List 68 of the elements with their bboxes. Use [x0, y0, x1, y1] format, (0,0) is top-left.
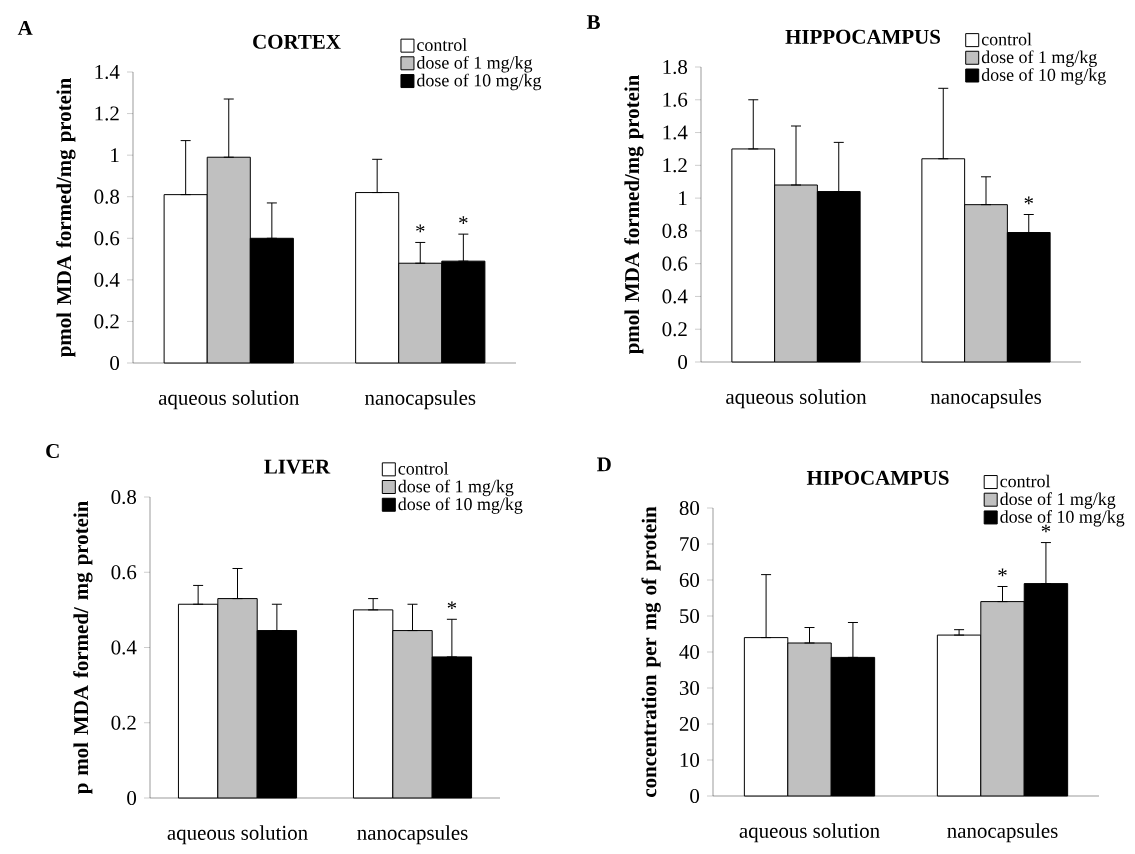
text: B — [586, 15, 600, 29]
y-tick-label: 1.8 — [663, 59, 688, 75]
y-tick-label: 40 — [679, 644, 700, 660]
y-tick-label: 10 — [680, 752, 700, 768]
annotation: * — [447, 601, 457, 610]
y-tick-label: 0.6 — [94, 231, 120, 246]
y-tick-label: 30 — [679, 680, 700, 696]
text: A — [17, 20, 33, 35]
y-tick-label: 70 — [680, 536, 700, 552]
y-tick-label: 0.8 — [94, 189, 120, 204]
legend-label: dose of 1 mg/kg — [981, 50, 1097, 67]
y-tick-label: 0 — [127, 790, 137, 806]
legend-label: dose of 10 mg/kg — [981, 68, 1106, 85]
y-tick-label: 20 — [679, 716, 700, 732]
chart-title: LIVER — [264, 459, 331, 474]
y-tick-label: 0.8 — [111, 489, 137, 505]
x-tick-label: nanocapsules — [947, 823, 1058, 843]
y-tick-label: 80 — [679, 500, 700, 516]
y-tick-label: 0.4 — [662, 289, 688, 304]
legend-label: control — [1000, 474, 1051, 488]
x-tick-label: aqueous solution — [726, 389, 867, 409]
legend-label: dose of 10 mg/kg — [417, 73, 542, 91]
text: C — [46, 443, 59, 459]
y-tick-label: 0 — [690, 788, 700, 804]
y-tick-label: 60 — [679, 572, 700, 588]
annotation: * — [459, 216, 468, 224]
x-tick-label: nanocapsules — [364, 390, 476, 410]
chart-title: HIPPOCAMPUS — [785, 29, 940, 44]
y-tick-label: 0.6 — [111, 565, 137, 580]
y-tick-label: 1.2 — [663, 158, 687, 173]
chart-title: HIPOCAMPUS — [806, 470, 949, 485]
y-tick-label: 0.2 — [662, 322, 687, 337]
y-tick-label: 1.6 — [663, 92, 688, 107]
text: D — [597, 457, 611, 472]
legend-label: control — [398, 462, 449, 475]
x-tick-label: aqueous solution — [167, 825, 308, 845]
x-tick-label: nanocapsules — [357, 825, 468, 845]
y-tick-label: 1 — [111, 148, 119, 163]
y-axis-title: pmol MDA formed/mg protein — [624, 74, 644, 355]
legend-label: control — [981, 32, 1032, 46]
legend-label: dose of 10 mg/kg — [398, 497, 523, 514]
x-tick-label: aqueous solution — [739, 823, 880, 843]
y-axis-title: p mol MDA formed/ mg protein — [73, 500, 93, 795]
chart-title: CORTEX — [253, 34, 341, 49]
y-tick-label: 0 — [678, 354, 688, 370]
y-axis-title: concentration per mg of protein — [641, 506, 661, 797]
y-tick-label: 0.4 — [94, 272, 120, 287]
y-tick-label: 1.4 — [95, 64, 120, 80]
y-tick-label: 0.2 — [111, 715, 136, 730]
y-tick-label: 0.8 — [662, 223, 688, 238]
y-tick-label: 0.4 — [111, 640, 137, 655]
y-tick-label: 50 — [680, 608, 700, 624]
legend-label: dose of 1 mg/kg — [398, 479, 514, 497]
y-tick-label: 0 — [110, 355, 120, 371]
annotation: * — [1024, 196, 1033, 205]
x-tick-label: aqueous solution — [158, 390, 300, 410]
legend-label: dose of 1 mg/kg — [1000, 492, 1116, 509]
legend-label: control — [417, 38, 467, 51]
x-tick-label: nanocapsules — [930, 389, 1042, 409]
y-tick-label: 0.2 — [94, 314, 119, 329]
annotation: * — [416, 224, 425, 233]
legend-label: dose of 1 mg/kg — [417, 55, 533, 73]
y-tick-label: 1.2 — [95, 106, 119, 121]
y-tick-label: 1 — [679, 191, 687, 206]
y-tick-label: 1.4 — [663, 125, 688, 140]
annotation: * — [998, 568, 1007, 577]
y-tick-label: 0.6 — [662, 256, 688, 271]
y-axis-title: pmol MDA formed/mg protein — [56, 77, 76, 358]
